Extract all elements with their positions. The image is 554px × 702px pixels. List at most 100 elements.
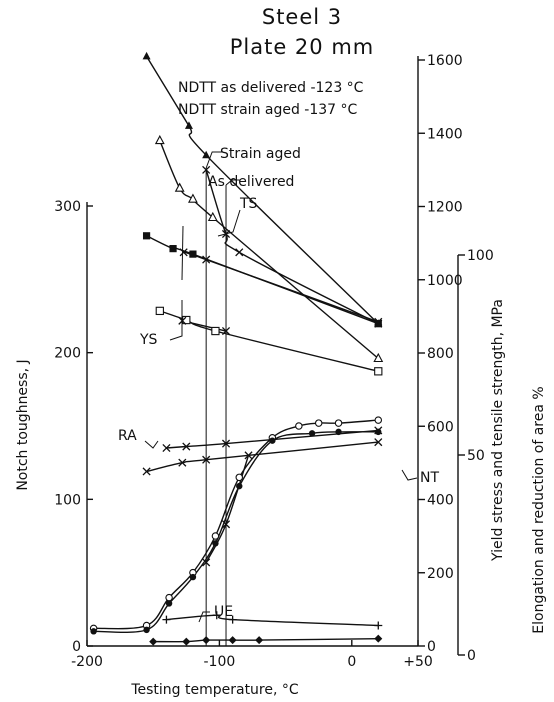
annotations-layer: Strain aged As delivered TS YS RA NT UE: [118, 146, 439, 646]
y-right1-tick-label: 1000: [427, 273, 463, 289]
data-point: [212, 611, 221, 620]
y-right1-tick-label: 1200: [427, 200, 463, 216]
y-left-tick-label: 0: [72, 639, 81, 655]
nt-leader: [401, 469, 418, 481]
data-point: [149, 637, 158, 646]
data-point: [179, 248, 188, 257]
annotation-as-delivered: As delivered: [208, 174, 294, 190]
y-axis-left-label: Notch toughness, J: [15, 359, 31, 490]
ys-leader-bottom: [169, 300, 183, 341]
curves-layer: [93, 55, 379, 643]
data-point: [374, 438, 383, 447]
y-axis-right1-label: Yield stress and tensile strength, MPa: [490, 299, 506, 562]
y-right2-tick-label: 0: [467, 648, 476, 664]
y-left-tick-label: 200: [54, 346, 81, 362]
series-line-5: [159, 310, 379, 372]
annotation-nt: NT: [420, 470, 439, 486]
data-point: [228, 615, 237, 624]
y-right1-tick-label: 400: [427, 493, 454, 509]
data-point: [212, 540, 219, 547]
chart-title: Steel 3: [262, 5, 342, 29]
data-point: [165, 593, 173, 602]
data-point: [165, 600, 173, 607]
data-point: [244, 451, 253, 460]
data-point: [189, 250, 197, 258]
data-point: [142, 51, 151, 60]
y-right2-tick-label: 50: [467, 448, 485, 464]
data-point: [90, 628, 97, 635]
annotation-ts: TS: [239, 196, 258, 212]
y-right1-tick-label: 0: [427, 639, 436, 655]
data-point: [374, 416, 383, 424]
data-point: [182, 637, 191, 646]
y-left-tick-label: 300: [54, 199, 81, 215]
x-axis-label: Testing temperature, °C: [130, 682, 299, 698]
markers-layer: [89, 51, 384, 646]
x-tick-label: 0: [347, 654, 356, 670]
data-point: [295, 422, 303, 430]
data-point: [154, 134, 165, 145]
data-point: [375, 428, 382, 436]
data-point: [374, 320, 382, 328]
series-line-9: [93, 419, 379, 630]
x-tick-label: -200: [71, 654, 103, 670]
as-delivered-leader: [225, 179, 241, 186]
data-point: [142, 467, 151, 476]
axes-layer: [86, 56, 459, 655]
data-point: [334, 419, 343, 427]
series-line-2: [205, 169, 379, 325]
ra-leader: [144, 440, 159, 449]
data-point: [314, 419, 323, 427]
y-axis-right2-label: Elongation and reduction of area %: [531, 386, 547, 633]
y-right1-tick-label: 1400: [427, 126, 463, 142]
data-point: [207, 211, 218, 222]
data-point: [189, 573, 197, 581]
data-point: [374, 367, 383, 376]
data-point: [162, 443, 171, 453]
series-line-8: [166, 429, 379, 449]
ndtt-note-strain-aged: NDTT strain aged -137 °C: [178, 102, 358, 118]
data-point: [235, 248, 244, 257]
data-point: [202, 150, 211, 159]
y-right1-tick-label: 600: [427, 419, 454, 435]
annotation-ra: RA: [118, 428, 137, 444]
data-point: [142, 232, 151, 240]
data-point: [182, 442, 191, 451]
annotation-ue: UE: [214, 604, 233, 620]
data-point: [236, 482, 243, 490]
ys-leader-top: [181, 225, 184, 281]
data-point: [169, 245, 177, 253]
data-point: [228, 636, 237, 645]
annotation-strain-aged: Strain aged: [220, 146, 301, 162]
series-line-0: [145, 55, 379, 325]
series-line-3: [146, 235, 379, 325]
ue-leader: [198, 611, 210, 623]
data-point: [143, 626, 150, 634]
x-tick-label: -100: [204, 654, 236, 670]
data-point: [184, 121, 193, 129]
y-right1-tick-label: 1600: [427, 53, 463, 69]
data-point: [188, 193, 198, 203]
y-left-tick-label: 100: [54, 492, 81, 508]
data-point: [211, 532, 220, 540]
annotation-ys: YS: [139, 332, 158, 348]
ticks-layer: -200 -100 0 +500100200300020040060080010001…: [54, 53, 493, 670]
data-point: [178, 458, 187, 467]
data-point: [235, 473, 244, 482]
series-line-10: [93, 431, 379, 634]
x-tick-label: +50: [403, 654, 433, 670]
data-point: [373, 352, 384, 363]
ts-leader: [217, 209, 241, 237]
data-point: [174, 182, 185, 192]
data-point: [374, 634, 383, 643]
data-point: [374, 621, 383, 630]
chart-subtitle: Plate 20 mm: [230, 35, 375, 59]
strain-aged-leader: [205, 151, 223, 169]
series-line-4: [183, 251, 379, 323]
data-point: [162, 615, 171, 624]
data-point: [335, 428, 342, 436]
data-point: [155, 306, 164, 316]
y-right1-tick-label: 200: [427, 566, 454, 582]
data-point: [308, 430, 316, 437]
